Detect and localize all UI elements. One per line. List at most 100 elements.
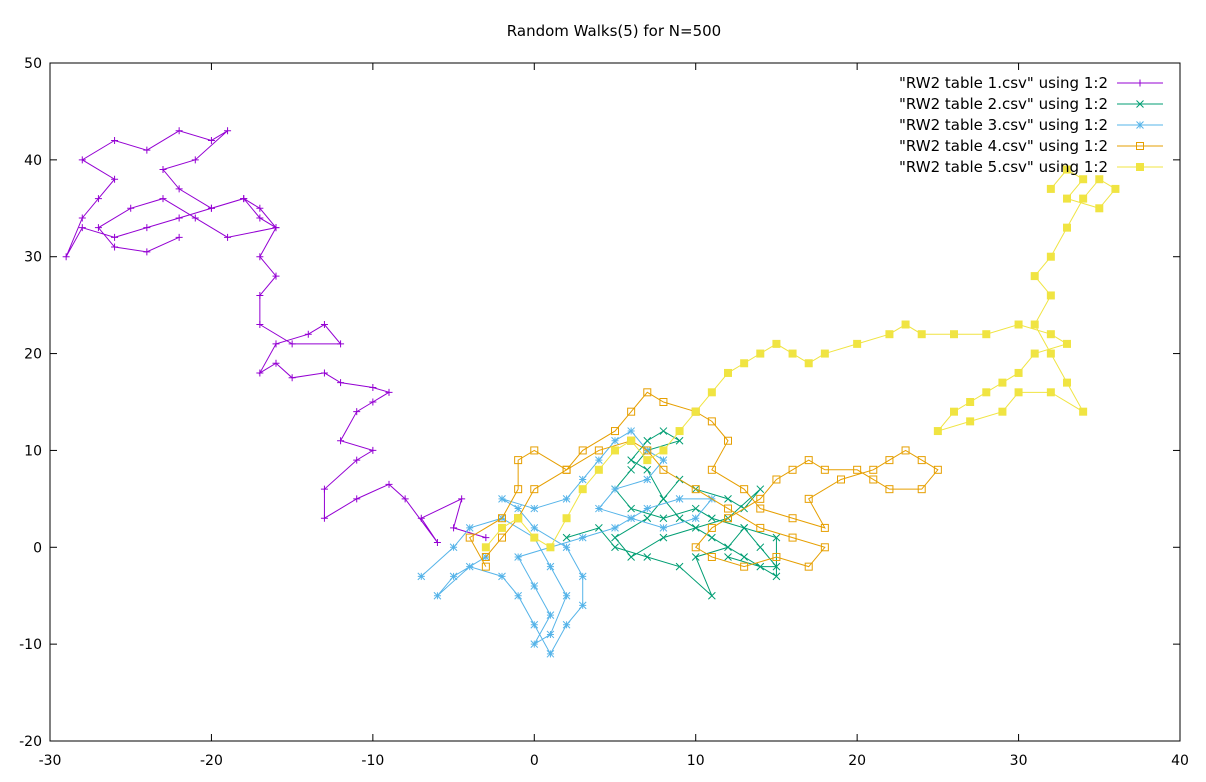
legend-marker-2 [1136, 100, 1144, 108]
series-1-point [62, 253, 70, 261]
series-2-point [756, 562, 765, 571]
series-4-point [643, 388, 652, 397]
series-1-point [458, 495, 466, 503]
series-2-point [627, 504, 635, 513]
y-tick-label: -10 [19, 637, 42, 653]
series-4-point [594, 446, 603, 455]
series-1-point [127, 204, 135, 212]
series-5-point [804, 359, 813, 368]
series-5-point [1046, 330, 1055, 339]
series-1-point [304, 330, 312, 338]
series-5-point [1063, 378, 1071, 387]
series-4-point [917, 485, 926, 494]
series-1-point [224, 233, 232, 241]
legend-label-1: "RW2 table 1.csv" using 1:2 [899, 74, 1108, 92]
series-5-point [1030, 320, 1039, 329]
series-2-point [772, 572, 781, 581]
series-4-point [498, 514, 506, 523]
series-2 [562, 427, 781, 600]
series-5-point [820, 349, 829, 358]
series-5-point [675, 427, 684, 436]
series-5-point [901, 320, 910, 329]
series-3-point [546, 562, 555, 571]
series-5-point [1030, 349, 1039, 358]
series-3-point [595, 504, 603, 513]
series-5-point [756, 349, 765, 358]
series-4-point [643, 446, 652, 455]
series-2-point [643, 436, 652, 445]
series-4-point [691, 485, 700, 494]
series-1-point [111, 233, 119, 241]
series-5-point [611, 446, 619, 455]
series-2-point [691, 524, 700, 532]
series-5-point [950, 407, 958, 416]
series-3-point [530, 524, 539, 532]
series-1-point [111, 243, 119, 251]
series-2-point [675, 514, 684, 523]
series-5-point [530, 533, 539, 542]
series-1-point [159, 195, 167, 203]
series-2-point [611, 543, 619, 552]
series-2-point [643, 465, 652, 474]
series-4-point [740, 562, 749, 571]
legend-marker-3 [1136, 121, 1144, 129]
series-1-point [369, 398, 377, 406]
series-2-point [627, 553, 635, 561]
series-3-point [449, 572, 458, 581]
series-5-point [1079, 194, 1088, 203]
series-3-point [417, 572, 426, 581]
series-2-point [675, 562, 684, 571]
series-4-point [885, 456, 894, 465]
series-1-point [272, 359, 280, 367]
series-3-point [465, 524, 474, 532]
series-3-point [546, 630, 555, 639]
series-5-point [853, 339, 862, 348]
y-tick-label: 30 [24, 250, 42, 266]
series-4-point [707, 417, 716, 426]
series-5-point [1046, 291, 1055, 300]
series-2-point [595, 524, 603, 532]
series-1-point [385, 480, 393, 488]
x-tick-label: 40 [1171, 753, 1189, 769]
series-2-point [756, 485, 765, 494]
x-tick-label: 20 [848, 753, 866, 769]
plot-frame [49, 62, 1181, 742]
series-5-point [982, 330, 991, 339]
series-1-point [256, 369, 264, 377]
series-2-point [643, 553, 652, 561]
series-5-point [1111, 184, 1120, 193]
series-1-point [78, 214, 86, 222]
series-3-point [578, 533, 587, 542]
series-5-point [1063, 339, 1071, 348]
series-2-point [659, 514, 668, 523]
series-5-point [1014, 388, 1023, 397]
series-5-point [982, 388, 991, 397]
series-5-point [1079, 175, 1088, 184]
series-5 [481, 165, 1120, 552]
series-3-point [643, 504, 652, 513]
series-2-point [708, 533, 716, 542]
series-3-point [562, 495, 571, 503]
series-4-point [820, 543, 829, 552]
series-3-point [627, 427, 635, 435]
series-4-point [724, 514, 732, 523]
series-4-point [917, 456, 926, 465]
series-1-point [450, 524, 458, 532]
y-tick-label: 20 [24, 347, 42, 363]
series-4-point [514, 456, 523, 465]
series-1-point [320, 514, 328, 522]
series-4-point [804, 456, 813, 465]
series-5-point [885, 330, 894, 339]
series-2-point [627, 465, 635, 474]
series-1-point [207, 136, 215, 144]
series-2-point [756, 543, 765, 552]
series-2-point [724, 543, 732, 552]
series-5-point [966, 417, 975, 426]
series-1-point [272, 224, 280, 232]
series-1-point [320, 485, 328, 493]
series-1-point [417, 514, 425, 522]
series-5-point [1014, 368, 1023, 377]
series-4-line [469, 391, 939, 568]
series-1-point [143, 248, 151, 256]
series-3-point [691, 514, 700, 523]
